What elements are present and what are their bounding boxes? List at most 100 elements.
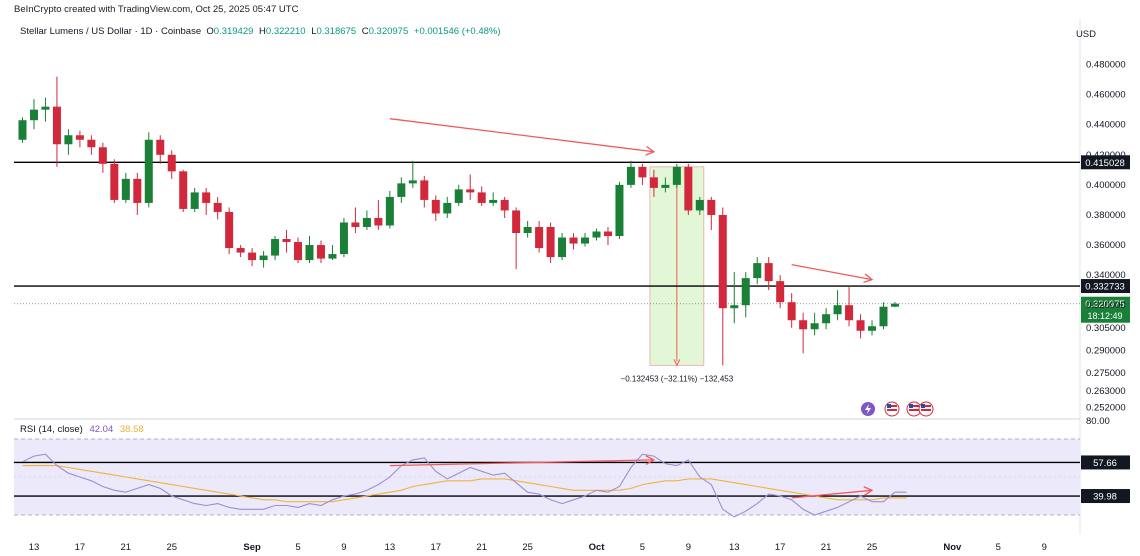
flag-stripe-icon [887, 409, 897, 411]
flag-canton-icon [887, 404, 891, 408]
candle-body [18, 120, 27, 140]
price-tick-label: 0.360000 [1086, 240, 1126, 251]
rsi-level-label: 39.98 [1093, 492, 1117, 503]
candle-body [684, 166, 693, 211]
candle-body [316, 245, 325, 259]
symbol-name: Stellar Lumens / US Dollar · 1D · Coinba… [20, 26, 202, 37]
candle-body [144, 139, 153, 203]
measure-label: −0.132453 (−32.11%) −132,453 [621, 374, 734, 383]
price-tick-label: 0.380000 [1086, 210, 1126, 221]
price-tick-label: 0.275000 [1086, 368, 1126, 379]
candle-body [569, 237, 578, 244]
currency-label[interactable]: USD [1075, 29, 1096, 40]
candle-body [695, 199, 704, 211]
trend-arrows [389, 118, 874, 499]
price-tick-label: 0.263000 [1086, 386, 1126, 397]
level-price-badge [1081, 155, 1130, 170]
candle-body [190, 192, 199, 209]
flag-stripe-icon [921, 409, 931, 411]
current-price-label: 0.320975 [1085, 299, 1125, 310]
candle-body [535, 226, 544, 249]
candle-body [638, 166, 647, 178]
date-tick-label: 13 [729, 542, 740, 553]
date-tick-label: 25 [166, 542, 177, 553]
rsi-label: RSI (14, close) [20, 424, 83, 435]
candle-body [799, 320, 808, 330]
candle-body [41, 106, 50, 110]
date-tick-label: Sep [243, 542, 261, 553]
date-tick-label: 9 [1042, 542, 1047, 553]
candle-body [443, 202, 452, 214]
candle-body [581, 237, 590, 244]
date-tick-label: 21 [121, 542, 132, 553]
lightning-glyph-icon [865, 404, 871, 414]
price-tick-label: 0.252000 [1086, 402, 1126, 413]
candle-body [833, 305, 842, 315]
date-tick-label: Nov [943, 542, 962, 553]
candle-body [649, 177, 658, 188]
candle-body [202, 192, 211, 203]
candle-body [282, 239, 291, 243]
candle-body [98, 147, 107, 164]
trend-arrow-head [863, 486, 874, 496]
trend-arrow-line [389, 459, 654, 467]
candle-body [271, 239, 280, 256]
candle-body [328, 254, 337, 259]
candle-body [741, 278, 750, 306]
rsi-ma-line [22, 465, 907, 503]
trend-arrow-head [863, 273, 874, 284]
date-tick-label: Oct [589, 542, 606, 553]
date-tick-label: 21 [821, 542, 832, 553]
rsi-line [22, 453, 907, 518]
candle-body [890, 303, 899, 307]
price-tick-label: 0.440000 [1086, 120, 1126, 131]
candle-body [753, 263, 762, 279]
trend-arrow-line [389, 118, 654, 153]
candle-body [420, 180, 429, 200]
candle-body [489, 199, 498, 203]
candle-body [408, 180, 417, 184]
candle-body [179, 171, 188, 209]
candle-body [558, 237, 567, 258]
level-price-badge [1081, 279, 1130, 294]
candle-body [707, 199, 716, 215]
candle-body [213, 202, 222, 212]
flag-canton-icon [909, 404, 913, 408]
candle-body [845, 305, 854, 321]
candle-body [466, 189, 475, 193]
candle-body [339, 222, 348, 255]
open-value: 0.319429 [213, 26, 254, 37]
trend-arrow-head [645, 455, 656, 465]
candle-body [167, 154, 176, 172]
candle-body [856, 320, 865, 331]
candle-body [431, 199, 440, 214]
date-tick-label: 5 [295, 542, 300, 553]
candle-body [225, 211, 234, 249]
rsi-level-badge [1081, 455, 1130, 470]
price-tick-label: 0.290000 [1086, 345, 1126, 356]
change-value: +0.001546 (+0.48%) [413, 26, 501, 37]
flag-stripe-icon [887, 405, 897, 407]
candle-body [787, 302, 796, 321]
candle-body [730, 305, 739, 309]
flag-stripe-icon [909, 409, 919, 411]
event-icons [861, 401, 934, 417]
price-tick-label: 0.400000 [1086, 180, 1126, 191]
candle-body [592, 231, 601, 238]
price-tick-label: 0.480000 [1086, 60, 1126, 71]
candle-body [822, 314, 831, 324]
candle-body [603, 231, 612, 237]
date-tick-label: 21 [476, 542, 487, 553]
price-tick-label: 0.340000 [1086, 270, 1126, 281]
candle-body [374, 217, 383, 226]
rsi-level-label: 57.66 [1093, 458, 1117, 469]
candle-body [52, 106, 61, 145]
candle-body [718, 214, 727, 309]
candle-body [75, 135, 84, 140]
date-tick-label: 5 [996, 542, 1001, 553]
rsi-level-badge [1081, 489, 1130, 504]
candle-body [500, 199, 509, 211]
flag-stripe-icon [909, 405, 919, 407]
date-tick-label: 17 [430, 542, 441, 553]
